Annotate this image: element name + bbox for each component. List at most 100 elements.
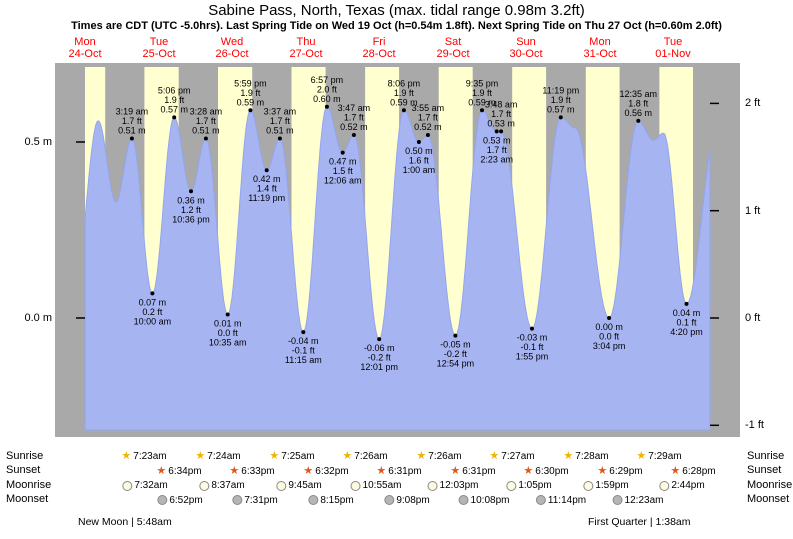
tide-extreme-label: 0.36 m <box>177 195 205 205</box>
moonrise-time: 1:59pm <box>595 480 629 491</box>
tide-extreme-dot <box>530 326 534 331</box>
tide-extreme-label: 1.6 ft <box>409 156 430 166</box>
sunrise-icon: ★ <box>416 450 427 462</box>
sunset-time: 6:31pm <box>462 465 496 477</box>
moonset-time: 11:14pm <box>547 494 587 506</box>
sunset-icon: ★ <box>523 464 534 477</box>
day-date: 28-Oct <box>362 47 396 60</box>
sunset-entry: ★ 6:31pm <box>376 465 421 478</box>
sunset-entry: ★ 6:29pm <box>597 465 642 478</box>
tide-extreme-dot <box>499 129 504 134</box>
page-title: Sabine Pass, North, Texas (max. tidal ra… <box>208 2 585 19</box>
moonset-entry: 9:08pm <box>384 494 430 507</box>
tide-extreme-label: 0.59 m <box>390 97 418 107</box>
sunset-time: 6:32pm <box>315 465 349 477</box>
tide-extreme-label: 12:54 pm <box>437 359 475 369</box>
tide-extreme-label: 0.56 m <box>625 108 653 118</box>
tide-extreme-dot <box>425 133 430 137</box>
tide-extreme-label: 4:20 pm <box>670 327 703 337</box>
tide-extreme-dot <box>558 115 563 120</box>
tide-extreme-label: 1.9 ft <box>551 95 572 105</box>
tide-extreme-label: 1.7 ft <box>418 113 439 123</box>
sunset-entry: ★ 6:28pm <box>670 465 715 478</box>
moonrise-entry: 8:37am <box>199 479 245 492</box>
moonset-icon <box>384 495 395 505</box>
tide-extreme-label: 10:36 pm <box>172 214 210 224</box>
tide-extreme-dot <box>480 108 484 113</box>
tide-extreme-label: -0.05 m <box>440 340 471 350</box>
sunset-entry: ★ 6:33pm <box>229 465 274 478</box>
y-axis-label-metres: 0.5 m <box>24 136 52 148</box>
tide-extreme-dot <box>494 129 499 134</box>
moonset-time: 12:23am <box>624 494 664 506</box>
sunrise-row-label-right: Sunrise <box>747 450 785 462</box>
tide-extreme-dot <box>416 140 421 144</box>
moonset-time: 6:52pm <box>169 494 203 506</box>
day-name: Mon <box>74 36 96 48</box>
sunrise-entry: ★ 7:28am <box>563 450 608 463</box>
day-date: 25-Oct <box>142 47 176 60</box>
sunset-time: 6:33pm <box>241 465 275 477</box>
moonset-time: 10:08pm <box>470 494 510 506</box>
tide-extreme-label: 0.60 m <box>313 94 341 104</box>
sunset-time: 6:29pm <box>609 465 643 477</box>
tide-extreme-dot <box>264 168 269 173</box>
tide-extreme-dot <box>340 150 345 155</box>
moonrise-time: 9:45am <box>288 480 322 491</box>
tide-extreme-label: 11:19 pm <box>542 85 579 95</box>
tide-extreme-label: -0.03 m <box>517 333 548 343</box>
tide-extreme-label: 1.5 ft <box>333 166 354 176</box>
tide-extreme-label: 1.4 ft <box>257 184 278 194</box>
sunset-row-label-left: Sunset <box>6 464 41 476</box>
tide-extreme-label: 1.7 ft <box>122 116 143 126</box>
tide-extreme-label: 3:04 pm <box>593 341 626 351</box>
tide-extreme-label: 2:23 am <box>480 154 513 164</box>
tide-extreme-label: 0.57 m <box>160 104 188 114</box>
moonrise-row-label-right: Moonrise <box>747 479 793 491</box>
sunrise-entry: ★ 7:26am <box>416 450 461 463</box>
day-name: Tue <box>663 36 683 48</box>
tide-extreme-label: 0.59 m <box>468 97 496 107</box>
tide-extreme-label: 0.01 m <box>214 319 242 329</box>
tide-extreme-dot <box>301 330 306 335</box>
moonset-icon <box>612 495 623 505</box>
tide-extreme-label: 3:19 am <box>116 107 149 117</box>
moonset-row-label-right: Moonset <box>747 493 790 505</box>
day-label: Tue 25-Oct <box>142 36 176 60</box>
tide-extreme-label: -0.04 m <box>288 336 319 346</box>
moonset-row-label-left: Moonset <box>6 493 49 505</box>
moon-phase-first-quarter: First Quarter | 1:38am <box>588 516 691 528</box>
sunset-icon: ★ <box>670 464 681 477</box>
day-date: 26-Oct <box>215 47 249 60</box>
sunrise-row-label-left: Sunrise <box>6 450 44 462</box>
sunrise-time: 7:28am <box>575 451 609 462</box>
moonrise-entry: 2:44pm <box>659 479 705 492</box>
tide-extreme-label: 6:57 pm <box>311 75 344 85</box>
moonrise-time: 2:44pm <box>671 480 705 491</box>
tide-extreme-dot <box>150 291 155 296</box>
sunrise-icon: ★ <box>489 450 500 462</box>
tide-extreme-label: 0.04 m <box>673 308 701 318</box>
tide-extreme-label: -0.1 ft <box>520 342 544 352</box>
tide-extreme-dot <box>377 337 382 342</box>
sunrise-entry: ★ 7:24am <box>195 450 240 463</box>
moonrise-icon <box>659 480 670 491</box>
moonrise-entry: 1:05pm <box>506 479 552 492</box>
day-label: Fri 28-Oct <box>362 36 396 60</box>
day-name: Mon <box>589 36 611 48</box>
moonrise-time: 12:03pm <box>439 480 479 491</box>
sunrise-icon: ★ <box>342 450 353 462</box>
sunrise-entry: ★ 7:25am <box>269 450 314 463</box>
day-name: Tue <box>149 36 169 48</box>
day-name: Sun <box>516 36 536 48</box>
moonrise-time: 8:37am <box>211 480 245 491</box>
moonrise-icon <box>583 480 594 491</box>
moonrise-entry: 12:03pm <box>427 479 479 492</box>
tide-extreme-label: 0.00 m <box>595 322 623 332</box>
tide-extreme-label: 1.9 ft <box>240 88 261 98</box>
sunrise-time: 7:25am <box>281 451 315 462</box>
moonset-icon <box>232 495 243 505</box>
tide-extreme-label: 1.7 ft <box>487 145 508 155</box>
moonset-entry: 7:31pm <box>232 494 278 507</box>
